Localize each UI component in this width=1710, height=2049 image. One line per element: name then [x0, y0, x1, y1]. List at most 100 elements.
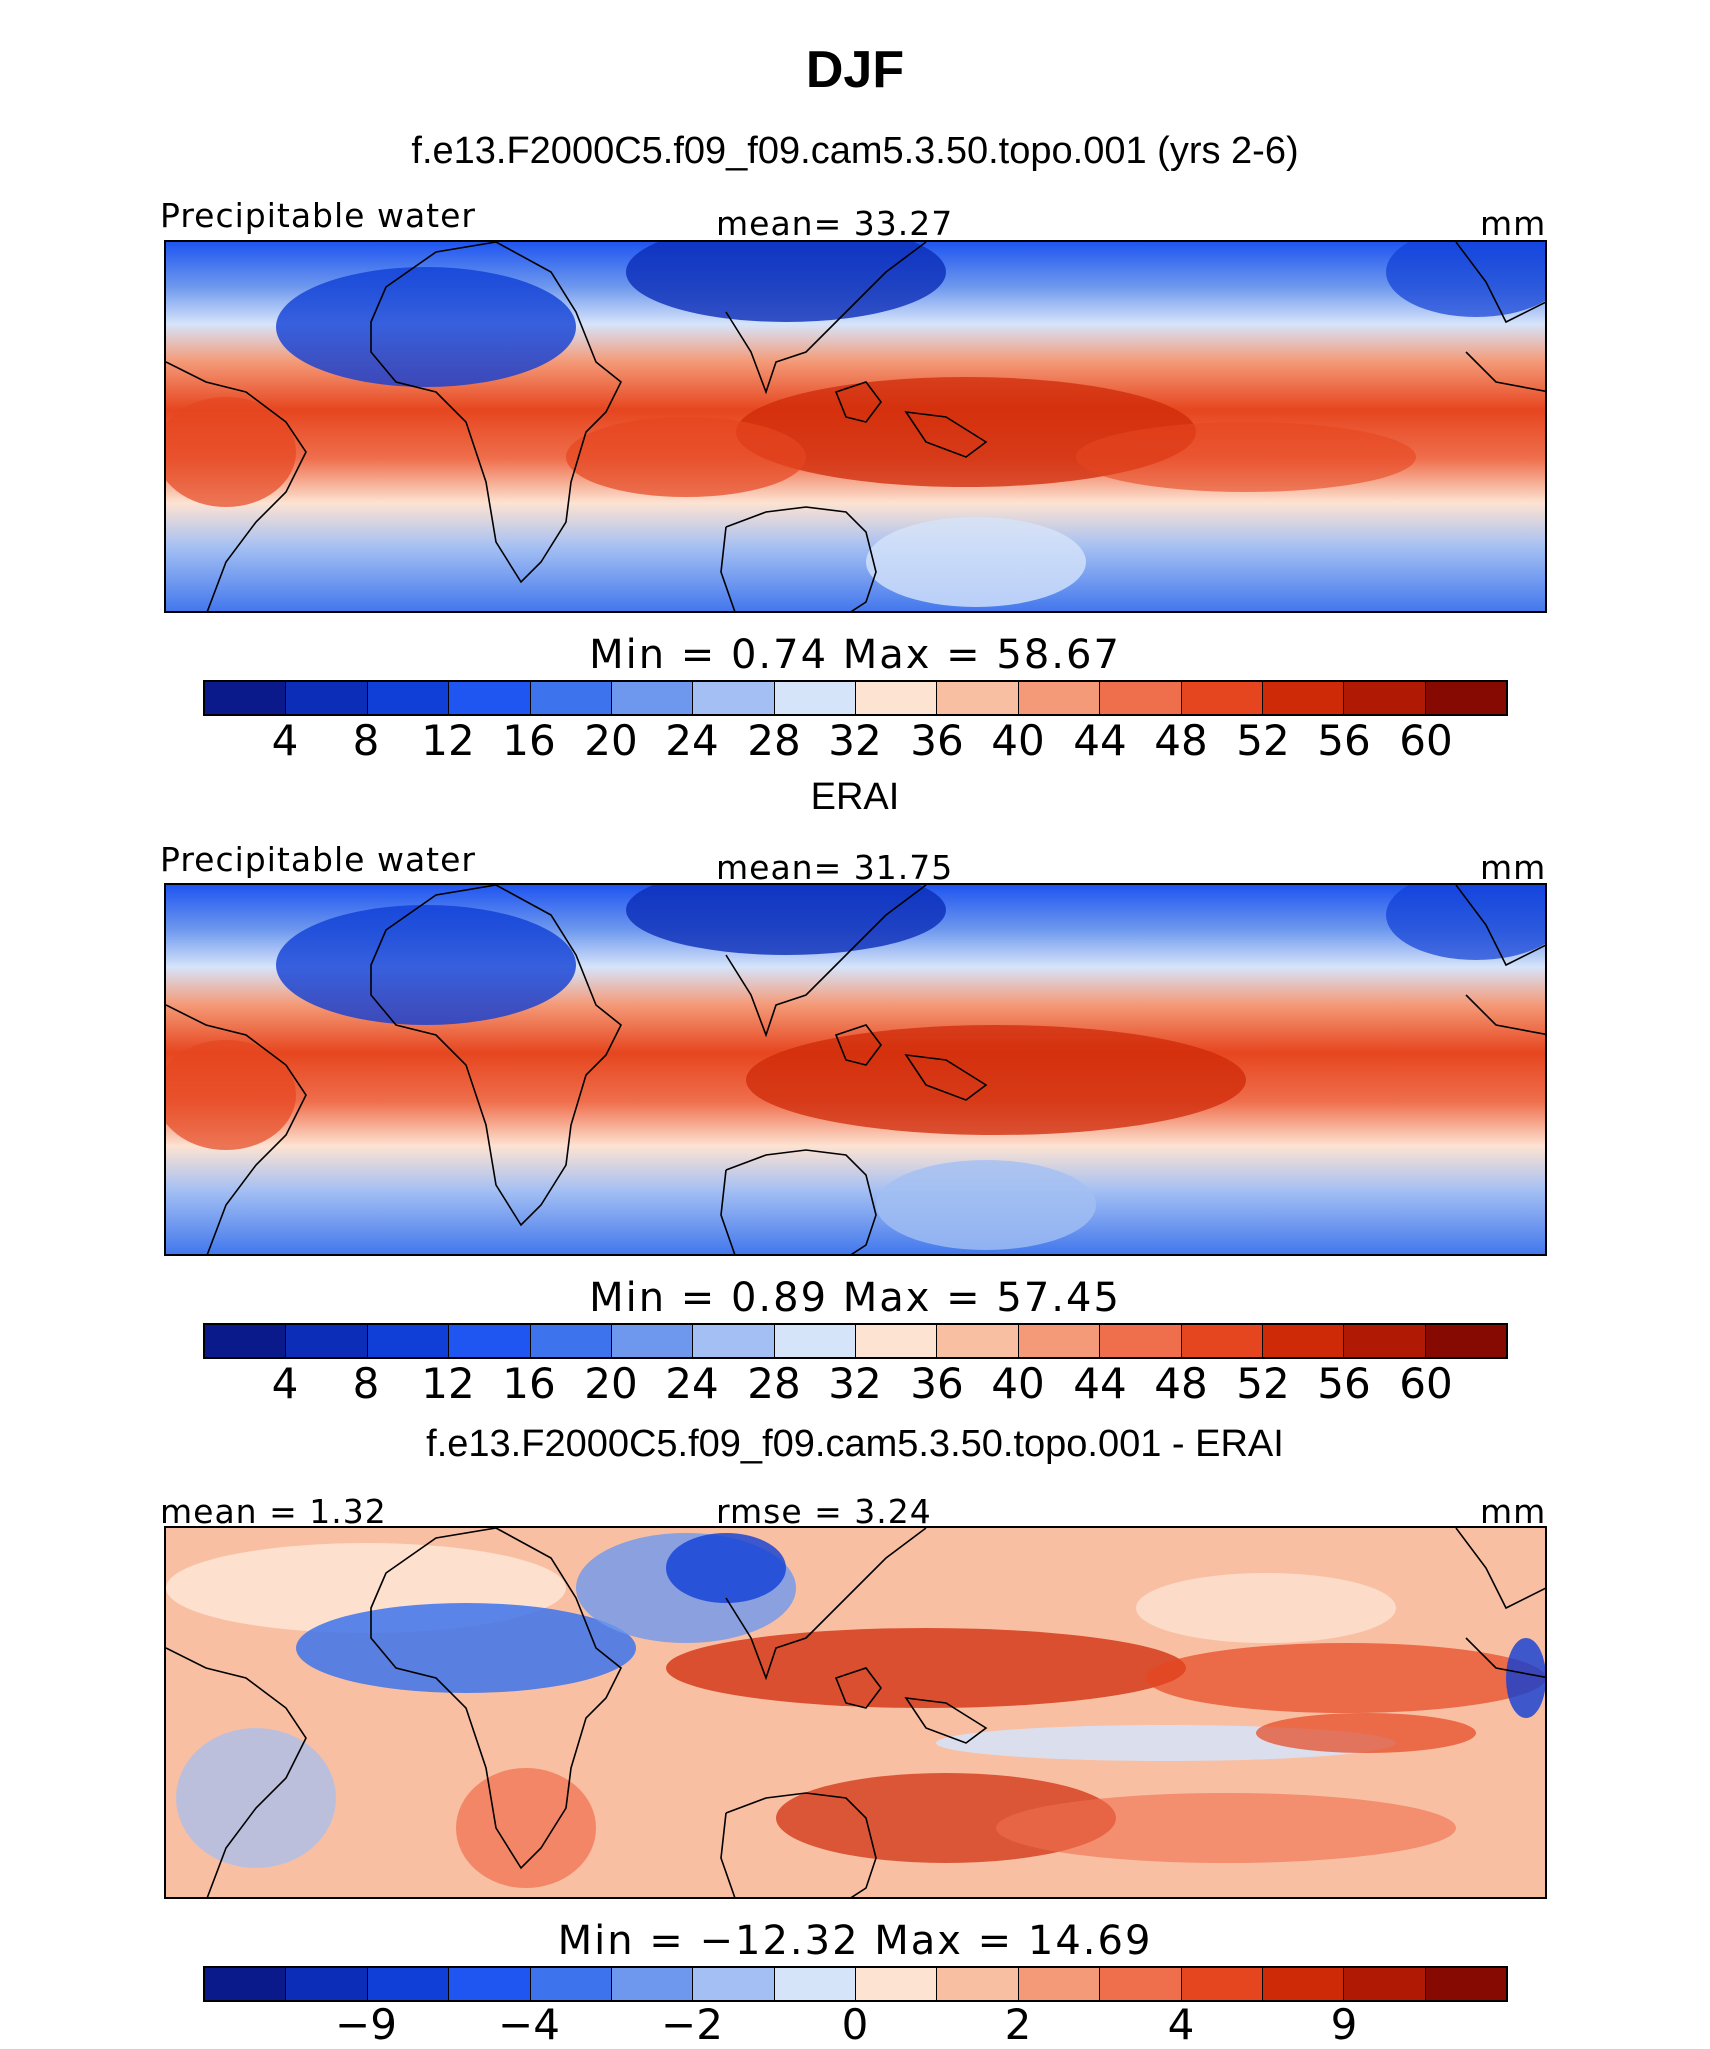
colorbar-swatch: [856, 1968, 938, 2000]
panel-3-min-max: Min = −12.32 Max = 14.69: [557, 1918, 1153, 1964]
colorbar-swatch: [1018, 1325, 1101, 1357]
colorbar-swatch: [367, 1325, 450, 1357]
colorbar-tick-label: −9: [335, 2000, 397, 2049]
colorbar-tick-label: 36: [910, 716, 964, 765]
colorbar-swatch: [774, 1968, 856, 2000]
panel-2-units-label: mm: [1480, 848, 1547, 887]
panel-2-variable-label: Precipitable water: [160, 840, 476, 879]
panel-2-colorbar: [203, 1323, 1508, 1359]
colorbar-swatch: [1018, 1968, 1101, 2000]
panel-2-mean-label: mean= 31.75: [716, 848, 954, 887]
colorbar-swatch: [693, 1325, 775, 1357]
panel-3-colorbar: [203, 1966, 1508, 2002]
panel-3-rmse-label: rmse = 3.24: [716, 1492, 932, 1531]
colorbar-tick-label: 24: [665, 1359, 719, 1408]
colorbar-swatch: [530, 1325, 612, 1357]
colorbar-swatch: [286, 1325, 368, 1357]
colorbar-tick-label: 0: [841, 2000, 869, 2049]
colorbar-swatch: [774, 682, 856, 714]
colorbar-swatch: [449, 1325, 531, 1357]
colorbar-swatch: [449, 1968, 531, 2000]
colorbar-tick-label: 20: [584, 716, 638, 765]
colorbar-tick-label: 48: [1154, 1359, 1208, 1408]
colorbar-swatch: [449, 682, 531, 714]
colorbar-swatch: [611, 1325, 694, 1357]
panel-2-map: [164, 883, 1547, 1256]
panel-1-colorbar: [203, 680, 1508, 716]
colorbar-tick-label: 32: [828, 716, 882, 765]
season-title: DJF: [805, 41, 905, 99]
panel-2-min-max: Min = 0.89 Max = 57.45: [589, 1275, 1121, 1321]
colorbar-swatch: [1344, 1968, 1426, 2000]
panel-1-mean-label: mean= 33.27: [716, 204, 954, 243]
colorbar-swatch: [1262, 1968, 1345, 2000]
colorbar-tick-label: 40: [991, 716, 1045, 765]
colorbar-swatch: [774, 1325, 856, 1357]
panel-2-title: ERAI: [810, 776, 900, 818]
colorbar-tick-label: 24: [665, 716, 719, 765]
panel-1-map: [164, 240, 1547, 613]
colorbar-swatch: [693, 682, 775, 714]
panel-1-variable-label: Precipitable water: [160, 196, 476, 235]
colorbar-tick-label: 4: [1167, 2000, 1195, 2049]
colorbar-tick-label: 40: [991, 1359, 1045, 1408]
colorbar-tick-label: 4: [271, 1359, 299, 1408]
colorbar-tick-label: 36: [910, 1359, 964, 1408]
colorbar-swatch: [1100, 682, 1182, 714]
colorbar-swatch: [205, 682, 287, 714]
colorbar-swatch: [856, 1325, 938, 1357]
colorbar-tick-label: 52: [1236, 1359, 1290, 1408]
panel-3-title: f.e13.F2000C5.f09_f09.cam5.3.50.topo.001…: [426, 1423, 1284, 1465]
colorbar-swatch: [611, 682, 694, 714]
colorbar-tick-label: −2: [661, 2000, 723, 2049]
panel-1-title: f.e13.F2000C5.f09_f09.cam5.3.50.topo.001…: [411, 130, 1299, 172]
panel-1-units-label: mm: [1480, 204, 1547, 243]
colorbar-swatch: [367, 1968, 450, 2000]
colorbar-swatch: [937, 682, 1019, 714]
colorbar-swatch: [1425, 682, 1506, 714]
colorbar-tick-label: 60: [1399, 1359, 1453, 1408]
colorbar-swatch: [1181, 1968, 1263, 2000]
colorbar-tick-label: 12: [421, 716, 475, 765]
colorbar-swatch: [1344, 1325, 1426, 1357]
colorbar-tick-label: 16: [502, 1359, 556, 1408]
panel-3-map: [164, 1526, 1547, 1899]
colorbar-swatch: [1344, 682, 1426, 714]
colorbar-swatch: [611, 1968, 694, 2000]
colorbar-tick-label: 56: [1317, 716, 1371, 765]
colorbar-swatch: [1100, 1325, 1182, 1357]
colorbar-tick-label: −4: [498, 2000, 560, 2049]
colorbar-swatch: [1181, 682, 1263, 714]
colorbar-tick-label: 8: [352, 1359, 380, 1408]
colorbar-swatch: [1100, 1968, 1182, 2000]
colorbar-swatch: [1262, 682, 1345, 714]
colorbar-swatch: [1018, 682, 1101, 714]
colorbar-tick-label: 4: [271, 716, 299, 765]
colorbar-tick-label: 60: [1399, 716, 1453, 765]
colorbar-tick-label: 28: [747, 1359, 801, 1408]
colorbar-swatch: [286, 1968, 368, 2000]
colorbar-tick-label: 9: [1330, 2000, 1358, 2049]
colorbar-swatch: [205, 1968, 287, 2000]
colorbar-swatch: [205, 1325, 287, 1357]
colorbar-tick-label: 32: [828, 1359, 882, 1408]
colorbar-tick-label: 48: [1154, 716, 1208, 765]
colorbar-swatch: [1425, 1325, 1506, 1357]
colorbar-swatch: [530, 682, 612, 714]
colorbar-swatch: [937, 1968, 1019, 2000]
colorbar-swatch: [937, 1325, 1019, 1357]
colorbar-swatch: [286, 682, 368, 714]
colorbar-swatch: [1181, 1325, 1263, 1357]
colorbar-tick-label: 8: [352, 716, 380, 765]
colorbar-tick-label: 56: [1317, 1359, 1371, 1408]
colorbar-swatch: [1425, 1968, 1506, 2000]
colorbar-swatch: [530, 1968, 612, 2000]
colorbar-tick-label: 20: [584, 1359, 638, 1408]
colorbar-swatch: [693, 1968, 775, 2000]
colorbar-swatch: [856, 682, 938, 714]
colorbar-tick-label: 28: [747, 716, 801, 765]
colorbar-tick-label: 16: [502, 716, 556, 765]
panel-3-units-label: mm: [1480, 1492, 1547, 1531]
colorbar-tick-label: 44: [1073, 1359, 1127, 1408]
colorbar-tick-label: 2: [1004, 2000, 1032, 2049]
